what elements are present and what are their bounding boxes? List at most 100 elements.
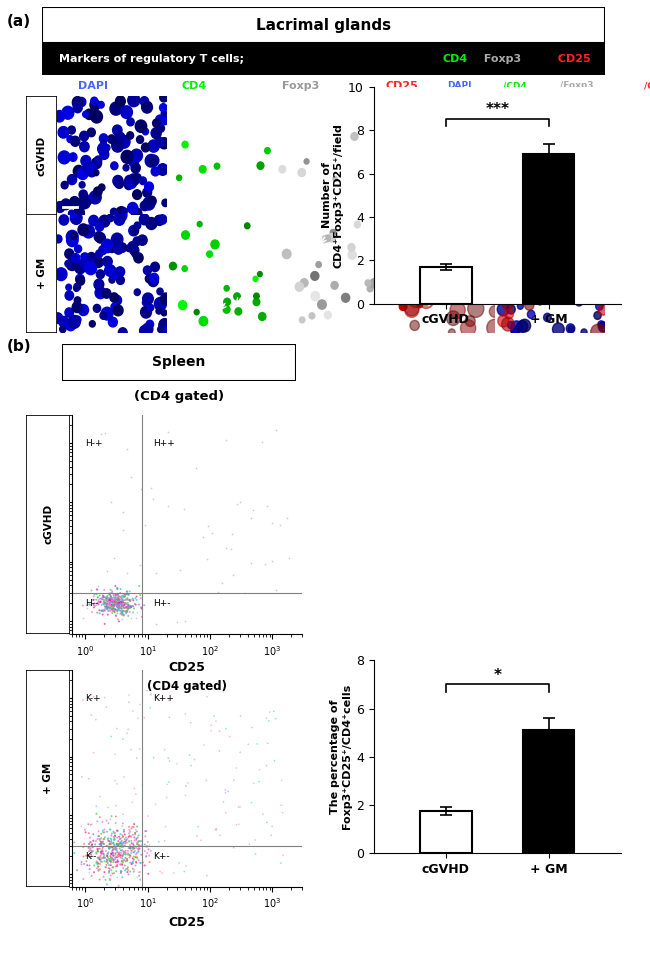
- Point: [235, 709, 246, 724]
- Circle shape: [71, 136, 80, 147]
- Point: [140, 823, 150, 839]
- Point: [144, 838, 155, 853]
- Point: [125, 584, 135, 600]
- Circle shape: [549, 162, 558, 172]
- Point: [100, 600, 110, 615]
- Point: [125, 855, 135, 870]
- Circle shape: [533, 287, 546, 301]
- Point: [111, 602, 122, 618]
- Point: [107, 599, 118, 614]
- Point: [107, 599, 117, 614]
- Point: [103, 602, 113, 618]
- Point: [125, 847, 135, 863]
- Point: [111, 595, 122, 610]
- Circle shape: [134, 289, 140, 296]
- Point: [125, 611, 136, 627]
- Circle shape: [98, 101, 104, 108]
- Point: [123, 863, 133, 878]
- Point: [112, 836, 122, 851]
- Point: [211, 713, 221, 729]
- Circle shape: [83, 111, 88, 118]
- Circle shape: [540, 260, 554, 277]
- Point: [133, 834, 143, 849]
- Point: [141, 849, 151, 865]
- Point: [262, 498, 272, 514]
- Circle shape: [90, 217, 96, 223]
- Point: [120, 592, 131, 607]
- Point: [135, 697, 145, 712]
- Point: [114, 844, 125, 860]
- Point: [119, 834, 129, 849]
- Point: [126, 856, 136, 871]
- Point: [115, 857, 125, 872]
- Point: [118, 505, 128, 521]
- Point: [126, 599, 136, 614]
- Circle shape: [311, 272, 319, 281]
- Point: [129, 839, 140, 854]
- Point: [96, 844, 107, 859]
- Point: [120, 601, 130, 616]
- Circle shape: [528, 290, 537, 299]
- Point: [218, 794, 229, 810]
- Point: [121, 586, 131, 602]
- Point: [86, 844, 97, 860]
- Circle shape: [66, 320, 76, 331]
- Circle shape: [87, 253, 96, 262]
- Point: [129, 841, 139, 856]
- Point: [98, 825, 109, 841]
- Circle shape: [552, 323, 564, 335]
- Circle shape: [462, 246, 471, 256]
- Circle shape: [490, 126, 501, 139]
- Point: [92, 814, 103, 829]
- Circle shape: [121, 106, 133, 119]
- Point: [93, 829, 103, 844]
- Point: [110, 746, 120, 762]
- Point: [111, 589, 121, 604]
- Point: [119, 845, 129, 861]
- Point: [107, 595, 117, 610]
- Circle shape: [87, 128, 96, 137]
- Point: [214, 828, 225, 844]
- Point: [114, 878, 124, 894]
- Point: [105, 872, 115, 888]
- Circle shape: [437, 289, 449, 303]
- Point: [180, 788, 190, 803]
- Point: [96, 838, 107, 853]
- Circle shape: [348, 251, 356, 259]
- Circle shape: [103, 256, 112, 267]
- Point: [101, 860, 111, 875]
- Point: [84, 597, 94, 612]
- Circle shape: [497, 210, 511, 225]
- Point: [106, 598, 116, 613]
- Point: [111, 587, 121, 602]
- Circle shape: [131, 208, 142, 220]
- Circle shape: [85, 167, 92, 174]
- Point: [92, 842, 103, 857]
- Point: [86, 843, 97, 858]
- Point: [103, 833, 114, 848]
- Point: [105, 840, 116, 855]
- Circle shape: [511, 321, 523, 334]
- Point: [124, 593, 135, 608]
- Point: [140, 837, 150, 852]
- Circle shape: [515, 161, 525, 172]
- Circle shape: [577, 157, 583, 165]
- Point: [79, 856, 90, 871]
- Circle shape: [77, 168, 88, 179]
- Point: [115, 836, 125, 851]
- Circle shape: [539, 148, 546, 156]
- Point: [110, 850, 120, 866]
- Point: [105, 602, 115, 617]
- Point: [131, 837, 142, 852]
- Point: [231, 761, 242, 776]
- Point: [133, 830, 143, 845]
- Circle shape: [465, 315, 475, 327]
- Circle shape: [115, 178, 124, 188]
- Point: [98, 834, 108, 849]
- Text: Lacrimal glands: Lacrimal glands: [256, 17, 391, 33]
- Point: [131, 824, 142, 840]
- Point: [106, 593, 116, 608]
- Point: [164, 754, 175, 769]
- Point: [98, 840, 108, 855]
- Circle shape: [112, 139, 124, 152]
